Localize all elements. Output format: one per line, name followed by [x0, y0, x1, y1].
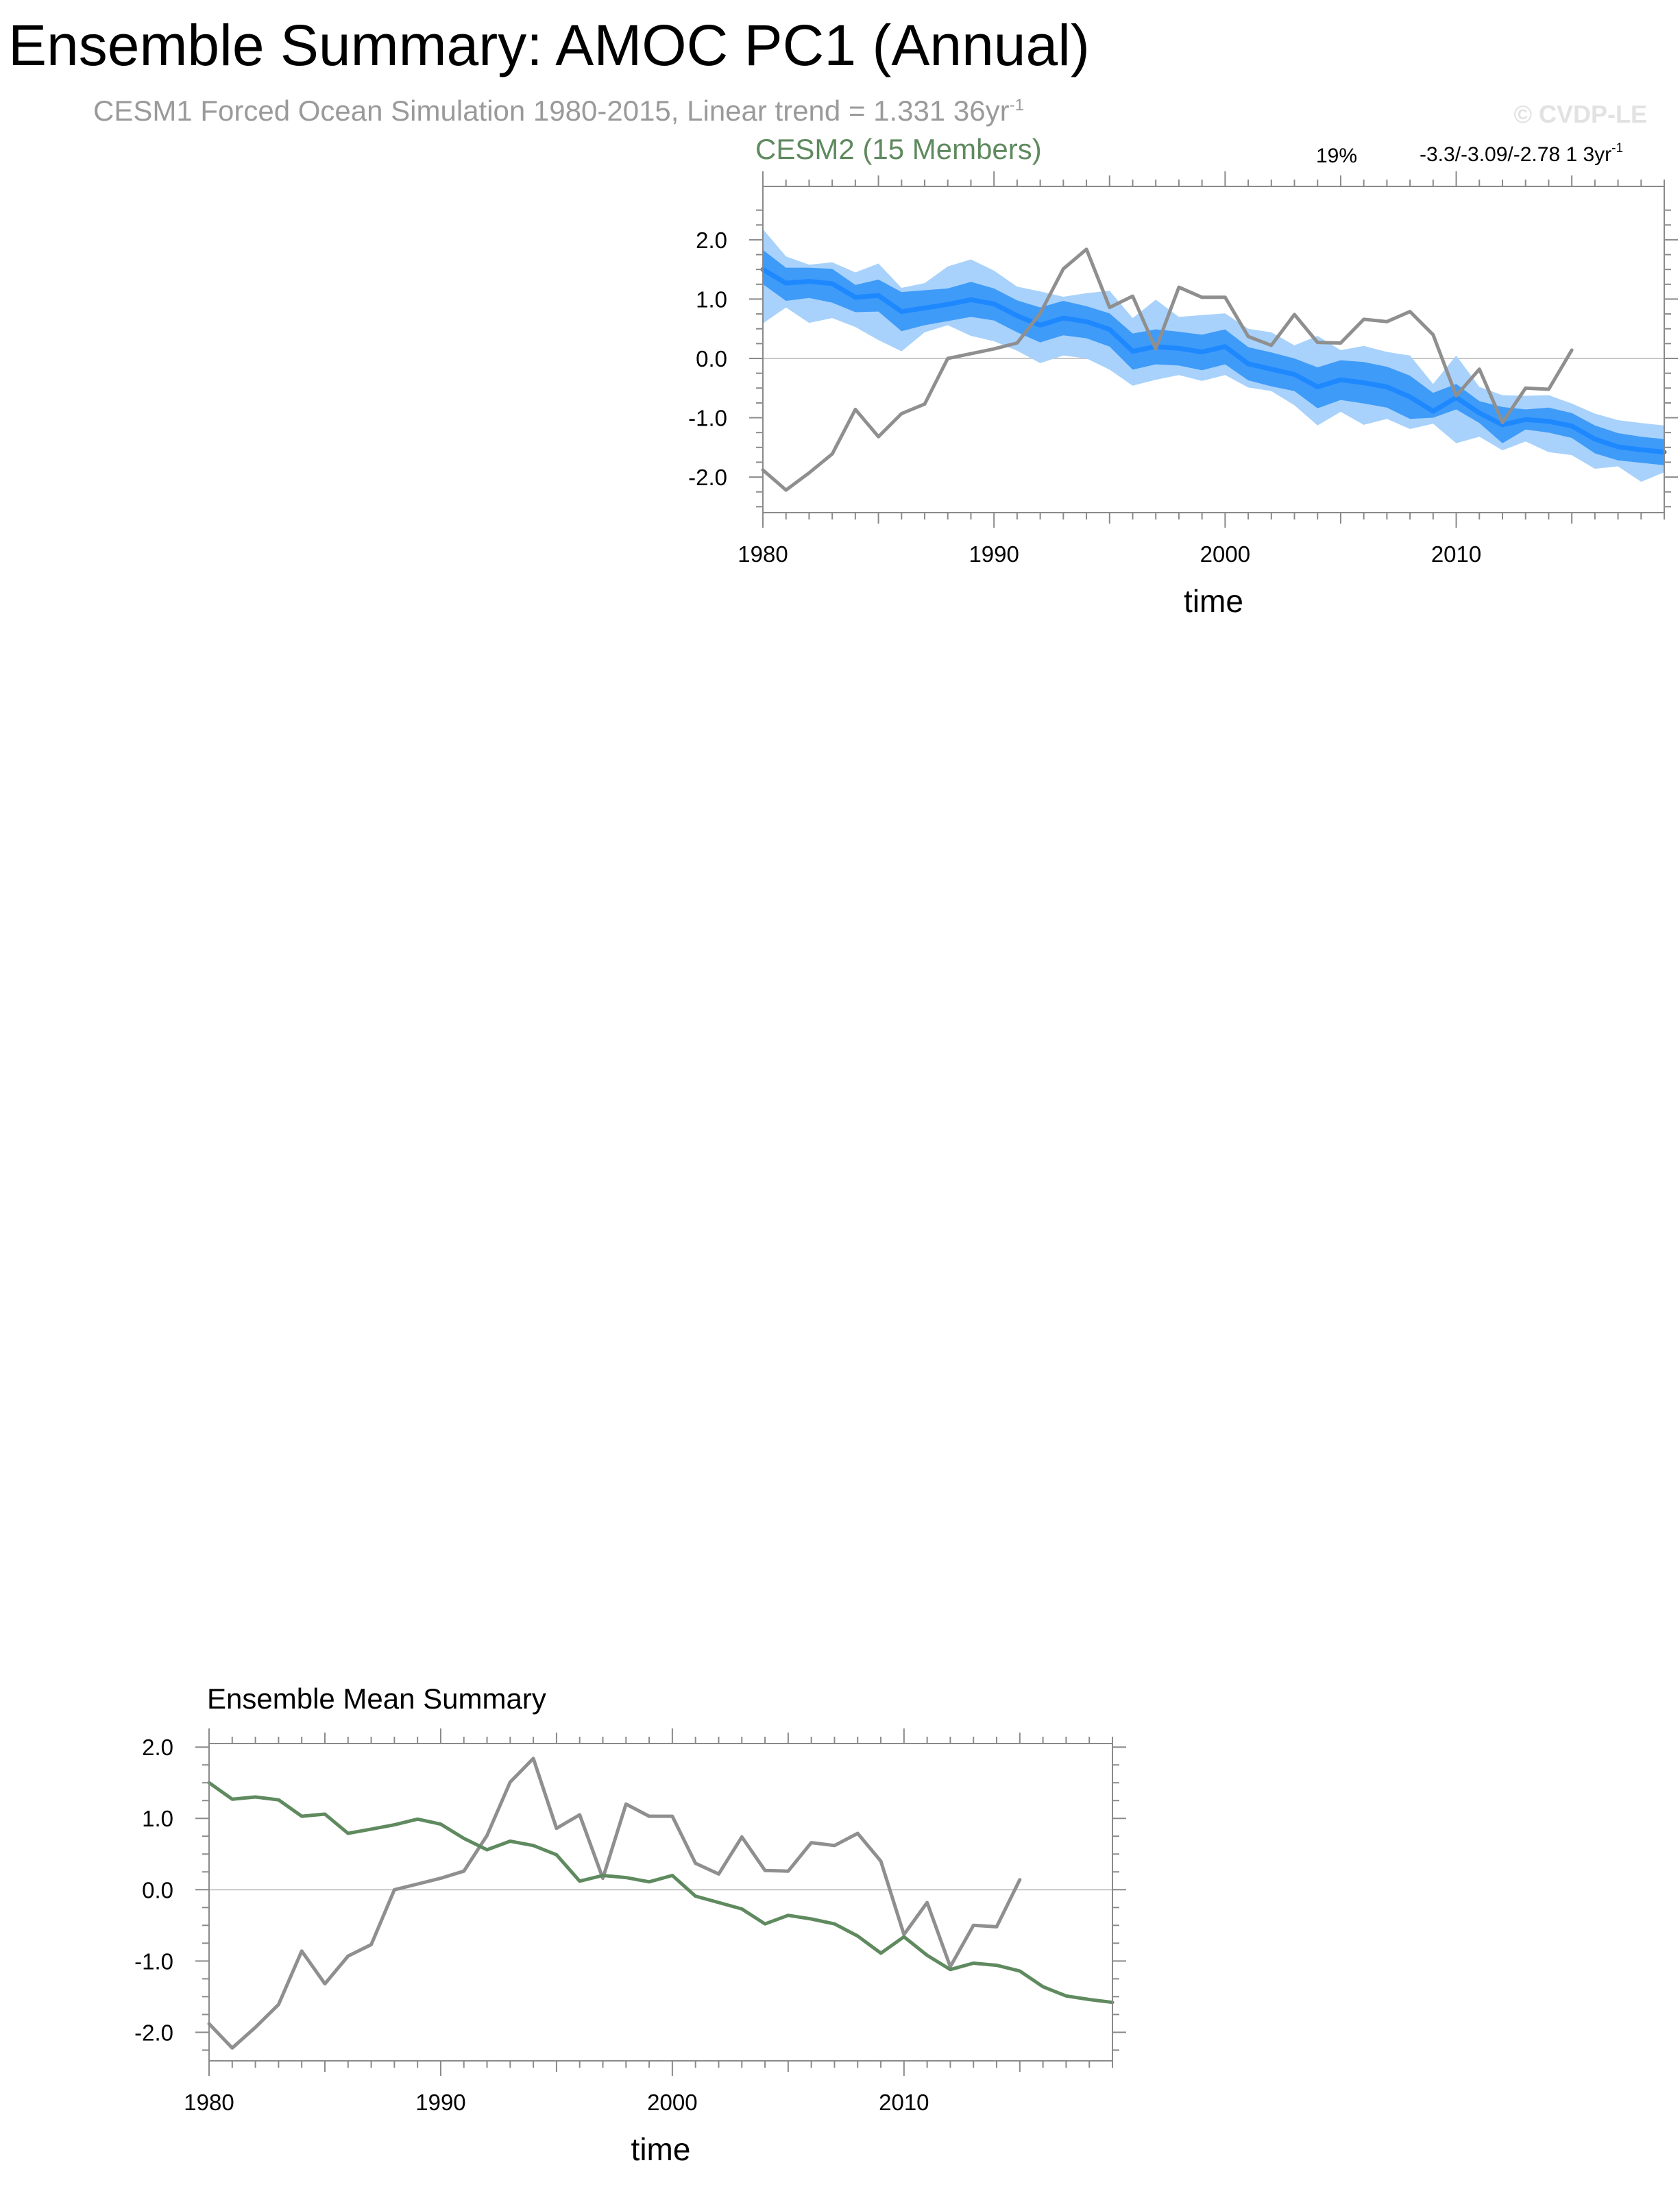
x-axis-label: time — [631, 2131, 691, 2167]
y-tick-label: -1.0 — [688, 406, 727, 431]
chart-title: CESM2 (15 Members) — [755, 133, 1042, 165]
trend-annotation-text: -3.3/-3.09/-2.78 1 3yr — [1420, 143, 1611, 166]
x-tick-label: 1990 — [969, 541, 1019, 567]
x-tick-label: 1980 — [738, 541, 788, 567]
trend-annotation-exponent: -1 — [1611, 141, 1623, 156]
y-tick-label: -1.0 — [134, 1948, 173, 1974]
y-tick-label: -2.0 — [134, 2020, 173, 2045]
ensemble-mean-line — [207, 1781, 1115, 2005]
ensemble-mean-line — [760, 267, 1667, 455]
x-tick-label: 2000 — [647, 2090, 697, 2115]
y-tick-label: 2.0 — [142, 1735, 173, 1760]
trend-annotation: -3.3/-3.09/-2.78 1 3yr-1 — [1420, 141, 1623, 166]
y-tick-label: -2.0 — [688, 465, 727, 490]
subtitle-text: CESM1 Forced Ocean Simulation 1980-2015,… — [93, 95, 1010, 127]
chart-title: Ensemble Mean Summary — [207, 1683, 546, 1715]
x-tick-label: 2000 — [1200, 541, 1250, 567]
percent-annotation: 19% — [1316, 145, 1357, 167]
watermark: © CVDP-LE — [1513, 100, 1647, 128]
subtitle-exponent: -1 — [1009, 96, 1024, 114]
y-tick-label: 2.0 — [696, 228, 727, 253]
observations-line — [761, 247, 1574, 492]
x-tick-label: 2010 — [1431, 541, 1481, 567]
x-tick-label: 2010 — [879, 2090, 929, 2115]
x-axis-label: time — [1184, 583, 1243, 619]
observations-line — [207, 1757, 1022, 2050]
plot-frame — [208, 1743, 1113, 2062]
chart-panel-2: 1980 1990 2000 2010 2.0 1.0 0.0 -1.0 -2.0 time Ens… — [134, 1683, 1126, 2167]
y-tick-label: 1.0 — [696, 286, 727, 312]
y-tick-label: 0.0 — [696, 346, 727, 371]
page-title: Ensemble Summary: AMOC PC1 (Annual) — [8, 13, 1090, 77]
page-subtitle: CESM1 Forced Ocean Simulation 1980-2015,… — [93, 95, 1024, 127]
y-tick-label: 0.0 — [142, 1877, 173, 1903]
x-tick-label: 1990 — [415, 2090, 465, 2115]
x-tick-label: 1980 — [184, 2090, 234, 2115]
y-tick-label: 1.0 — [142, 1806, 173, 1831]
chart-panel-1: 1980 1990 2000 2010 2.0 1.0 0.0 -1.0 -2.0 time CES… — [688, 133, 1678, 619]
plot-frame — [762, 186, 1665, 513]
